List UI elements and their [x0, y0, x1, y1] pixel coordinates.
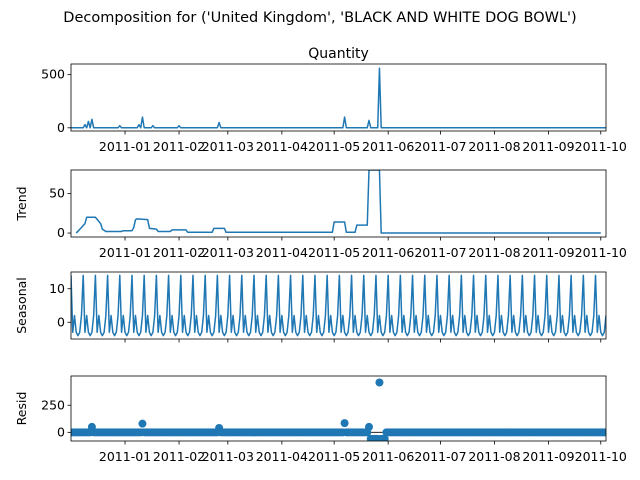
trend-ytick-label: 0 — [57, 225, 65, 240]
resid-xtick-label: 2011-08 — [468, 449, 520, 464]
trend-xtick-label: 2011-08 — [468, 245, 520, 260]
observed-xtick-label: 2011-04 — [256, 139, 308, 154]
trend-xtick-label: 2011-06 — [362, 245, 414, 260]
observed-plot-area — [71, 67, 606, 129]
seasonal-ytick-label: 0 — [57, 314, 65, 329]
resid-xtick-label: 2011-06 — [362, 449, 414, 464]
observed-xtick-label: 2011-10 — [575, 139, 627, 154]
trend-ytick-label: 50 — [49, 186, 65, 201]
resid-xtick-label: 2011-03 — [202, 449, 254, 464]
panel-seasonal: 0 10 Seasonal — [14, 271, 607, 343]
observed-xtick-label: 2011-07 — [414, 139, 466, 154]
resid-point — [365, 422, 373, 431]
figure-title: Decomposition for ('United Kingdom', 'BL… — [63, 10, 576, 26]
observed-xtick-label: 2011-02 — [153, 139, 205, 154]
observed-xtick-label: 2011-01 — [99, 139, 151, 154]
resid-plot-area — [71, 378, 606, 441]
resid-ytick-label: 0 — [57, 424, 65, 439]
trend-xtick-label: 2011-10 — [575, 245, 627, 260]
trend-xtick-label: 2011-07 — [414, 245, 466, 260]
observed-xtick-label: 2011-08 — [468, 139, 520, 154]
seasonal-ylabel: Seasonal — [14, 277, 29, 334]
trend-xtick-label: 2011-05 — [308, 245, 360, 260]
resid-point — [138, 419, 147, 428]
resid-xtick-label: 2011-10 — [575, 449, 627, 464]
resid-xtick-label: 2011-01 — [99, 449, 151, 464]
resid-xtick-label: 2011-02 — [153, 449, 205, 464]
resid-point — [602, 428, 606, 437]
resid-ylabel: Resid — [14, 392, 29, 426]
observed-frame — [70, 63, 607, 132]
resid-frame — [70, 375, 607, 442]
resid-xtick-label: 2011-07 — [414, 449, 466, 464]
trend-xtick-label: 2011-02 — [153, 245, 205, 260]
trend-line — [75, 170, 601, 234]
trend-ylabel: Trend — [14, 186, 29, 221]
seasonal-ytick-label: 10 — [49, 281, 65, 296]
observed-ytick-label: 500 — [41, 67, 65, 82]
trend-xtick-label: 2011-03 — [202, 245, 254, 260]
observed-xtick-label: 2011-06 — [362, 139, 414, 154]
resid-point — [380, 434, 389, 441]
trend-xtick-label: 2011-09 — [522, 245, 574, 260]
trend-xtick-label: 2011-01 — [99, 245, 151, 260]
resid-ytick-label: 250 — [41, 397, 65, 412]
resid-xtick-label: 2011-09 — [522, 449, 574, 464]
observed-line — [71, 67, 606, 129]
resid-point — [375, 378, 384, 387]
observed-xtick-label: 2011-09 — [522, 139, 574, 154]
observed-xtick-label: 2011-03 — [202, 139, 254, 154]
seasonal-line — [71, 274, 606, 337]
resid-point — [340, 419, 349, 428]
observed-xtick-label: 2011-05 — [308, 139, 360, 154]
resid-xtick-label: 2011-05 — [308, 449, 360, 464]
trend-frame — [70, 169, 607, 238]
resid-xtick-label: 2011-04 — [256, 449, 308, 464]
seasonal-plot-area — [71, 274, 606, 337]
seasonal-frame — [70, 271, 607, 340]
trend-plot-area — [75, 170, 601, 234]
observed-ytick-label: 0 — [57, 120, 65, 135]
trend-xtick-label: 2011-04 — [256, 245, 308, 260]
observed-title: Quantity — [308, 46, 369, 62]
